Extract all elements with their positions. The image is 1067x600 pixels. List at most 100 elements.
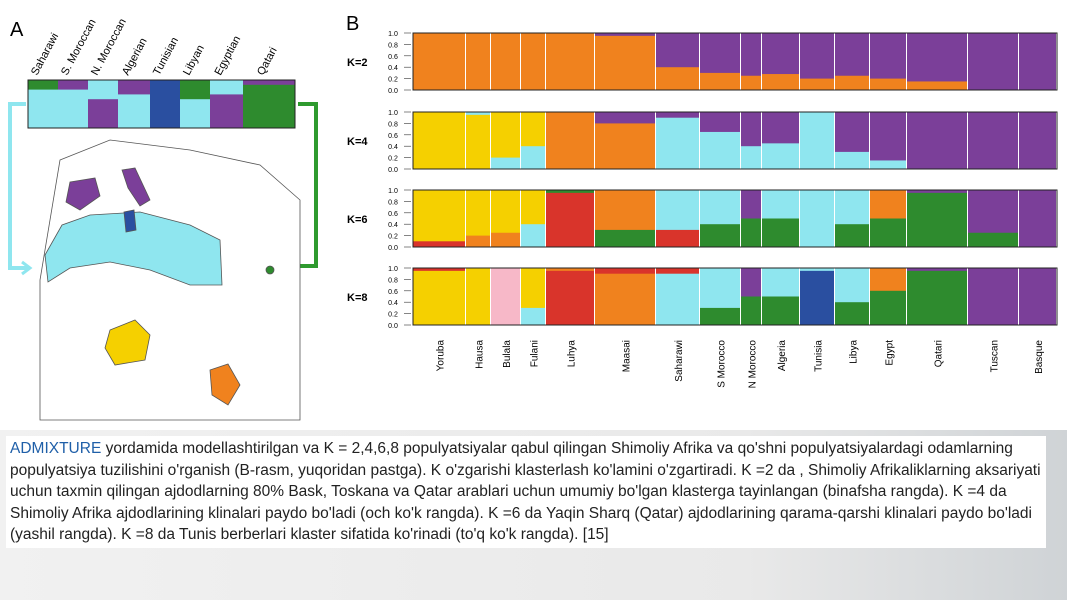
- cluster-bar: [491, 190, 520, 233]
- population-label: Yoruba: [436, 340, 447, 372]
- cluster-bar: [491, 268, 520, 325]
- plot-frame: [412, 189, 1058, 248]
- y-tick-label: 0.4: [388, 300, 398, 307]
- cluster-bar: [595, 268, 655, 325]
- panel-label: B: [346, 13, 359, 35]
- y-tick-label: 0.2: [388, 234, 398, 241]
- cluster-bar: [546, 190, 594, 247]
- caption-text: yordamida modellashtirilgan va K = 2,4,6…: [10, 440, 1041, 543]
- cluster-bar: [1019, 190, 1056, 247]
- y-tick-label: 0.8: [388, 42, 398, 49]
- cluster-bar: [762, 268, 799, 297]
- caption-highlight: ADMIXTURE: [10, 440, 102, 457]
- cluster-bar: [762, 112, 799, 144]
- y-tick-label: 0.8: [388, 121, 398, 128]
- cluster-bar: [656, 33, 699, 68]
- cluster-bar: [741, 33, 761, 76]
- y-tick-label: 0.8: [388, 277, 398, 284]
- population-label: Qatari: [934, 340, 945, 367]
- cluster-bar: [700, 112, 740, 132]
- cluster-bar: [800, 268, 834, 271]
- population-label: Luhya: [567, 340, 578, 368]
- cluster-bar: [656, 268, 699, 274]
- y-tick-label: 0.0: [388, 167, 398, 174]
- y-tick-label: 0.6: [388, 133, 398, 140]
- cluster-bar: [28, 80, 58, 90]
- cluster-bar: [870, 268, 906, 291]
- cluster-bar: [243, 80, 295, 85]
- y-tick-label: 0.2: [388, 312, 398, 319]
- plot-frame: [412, 111, 1058, 170]
- k-label: K=4: [347, 136, 368, 148]
- cluster-bar: [656, 112, 699, 169]
- cluster-bar: [546, 33, 594, 90]
- cluster-bar: [1019, 268, 1056, 325]
- cluster-bar: [741, 268, 761, 297]
- y-tick-label: 0.4: [388, 144, 398, 151]
- map: [39, 139, 301, 421]
- plot-frame: [412, 32, 1058, 91]
- cluster-bar: [762, 190, 799, 219]
- cluster-bar: [835, 268, 869, 303]
- cluster-bar: [413, 190, 465, 242]
- population-label: Bulala: [502, 340, 513, 368]
- cluster-bar: [491, 112, 520, 158]
- population-label: Fulani: [530, 340, 541, 367]
- cluster-bar: [491, 33, 520, 90]
- cluster-bar: [800, 33, 834, 79]
- population-label: Tunisian: [151, 35, 181, 77]
- cluster-bar: [870, 33, 906, 79]
- cluster-bar: [180, 80, 210, 100]
- population-label: Libyan: [181, 43, 207, 77]
- cluster-bar: [521, 112, 545, 147]
- y-tick-label: 0.0: [388, 245, 398, 252]
- population-label: Saharawi: [674, 340, 685, 382]
- cluster-bar: [466, 268, 490, 325]
- cluster-bar: [968, 190, 1018, 233]
- y-tick-label: 1.0: [388, 31, 398, 38]
- y-tick-label: 1.0: [388, 110, 398, 117]
- population-label: Tuscan: [990, 340, 1001, 372]
- cluster-bar: [466, 112, 490, 115]
- cluster-bar: [700, 33, 740, 73]
- cluster-bar: [521, 268, 545, 308]
- k-label: K=6: [347, 214, 368, 226]
- k-label: K=8: [347, 292, 368, 304]
- k-label: K=2: [347, 57, 368, 69]
- population-label: Qatari: [255, 45, 280, 77]
- cluster-bar: [656, 190, 699, 230]
- cluster-bar: [150, 80, 180, 128]
- cluster-bar: [656, 268, 699, 325]
- cluster-bar: [466, 33, 490, 90]
- panel-label: A: [10, 19, 24, 41]
- population-label: Egyptian: [213, 34, 244, 77]
- population-label: Algeria: [777, 340, 788, 372]
- cluster-bar: [835, 190, 869, 225]
- caption: ADMIXTURE yordamida modellashtirilgan va…: [6, 436, 1046, 548]
- y-tick-label: 0.6: [388, 211, 398, 218]
- cluster-bar: [870, 190, 906, 219]
- y-tick-label: 0.2: [388, 77, 398, 84]
- cluster-bar: [741, 112, 761, 147]
- y-tick-label: 0.2: [388, 156, 398, 163]
- cluster-bar: [595, 33, 655, 90]
- plot-frame: [27, 79, 296, 129]
- population-label: N Morocco: [748, 340, 759, 389]
- population-label: Algerian: [120, 36, 150, 77]
- y-tick-label: 0.6: [388, 54, 398, 61]
- cluster-bar: [546, 268, 594, 325]
- y-tick-label: 1.0: [388, 188, 398, 195]
- cluster-bar: [741, 190, 761, 219]
- cluster-bar: [1019, 33, 1056, 90]
- cluster-bar: [413, 268, 465, 271]
- cluster-bar: [700, 268, 740, 308]
- cluster-bar: [835, 112, 869, 152]
- cluster-bar: [243, 80, 295, 128]
- cluster-bar: [413, 268, 465, 325]
- cluster-bar: [835, 33, 869, 76]
- cluster-bar: [413, 112, 465, 169]
- y-tick-label: 1.0: [388, 266, 398, 273]
- cluster-bar: [800, 190, 834, 247]
- cluster-bar: [907, 268, 967, 271]
